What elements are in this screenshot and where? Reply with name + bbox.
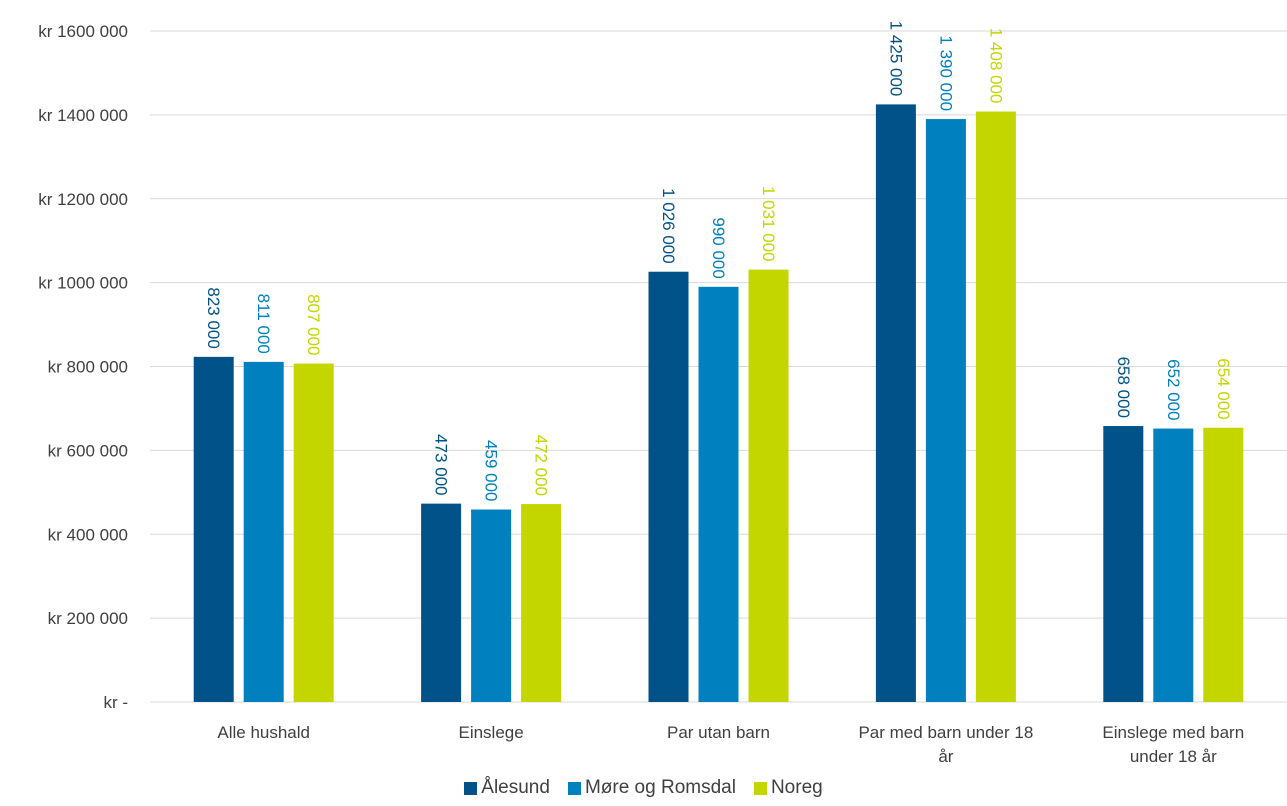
legend-item-alesund: Ålesund bbox=[464, 777, 550, 799]
bar bbox=[243, 361, 284, 702]
bar bbox=[521, 504, 562, 702]
bar bbox=[875, 104, 916, 702]
legend-swatch-noreg bbox=[753, 781, 767, 795]
y-tick-label: kr 1600 000 bbox=[38, 22, 128, 41]
legend-swatch-alesund bbox=[464, 781, 478, 795]
legend-item-more-og-romsdal: Møre og Romsdal bbox=[567, 777, 736, 799]
legend-label-more-og-romsdal: Møre og Romsdal bbox=[584, 777, 736, 798]
data-label: 1 425 000 bbox=[886, 21, 905, 97]
y-tick-label: kr - bbox=[103, 693, 128, 712]
bar bbox=[471, 509, 512, 702]
bar bbox=[748, 269, 789, 702]
bar bbox=[925, 119, 966, 703]
y-tick-label: kr 1400 000 bbox=[38, 106, 128, 125]
y-tick-label: kr 800 000 bbox=[48, 358, 128, 377]
x-tick-label: Par med barn under 18 bbox=[858, 723, 1033, 742]
legend-label-alesund: Ålesund bbox=[481, 777, 550, 798]
data-label: 990 000 bbox=[709, 217, 728, 278]
data-label: 1 026 000 bbox=[659, 188, 678, 264]
data-label: 1 031 000 bbox=[759, 186, 778, 262]
y-tick-label: kr 600 000 bbox=[48, 441, 128, 460]
y-tick-label: kr 400 000 bbox=[48, 525, 128, 544]
chart-legend: Ålesund Møre og Romsdal Noreg bbox=[0, 777, 1287, 799]
bar bbox=[1153, 428, 1194, 702]
x-tick-label: Par utan barn bbox=[667, 723, 770, 742]
x-tick-label: år bbox=[938, 747, 953, 766]
data-label: 823 000 bbox=[204, 287, 223, 348]
bar bbox=[975, 111, 1016, 702]
bar bbox=[648, 271, 689, 702]
x-tick-label: Einslege med barn bbox=[1102, 723, 1244, 742]
data-label: 1 408 000 bbox=[986, 28, 1005, 104]
data-label: 652 000 bbox=[1164, 359, 1183, 420]
legend-item-noreg: Noreg bbox=[753, 777, 823, 799]
legend-swatch-more-og-romsdal bbox=[567, 781, 581, 795]
data-label: 472 000 bbox=[532, 435, 551, 496]
bar bbox=[698, 286, 739, 702]
bar bbox=[293, 363, 334, 702]
data-label: 658 000 bbox=[1114, 357, 1133, 418]
bar-chart: kr - kr 200 000 kr 400 000 kr 600 000 kr 800… bbox=[38, 21, 1287, 766]
legend-label-noreg: Noreg bbox=[770, 777, 823, 798]
bar bbox=[1103, 426, 1144, 702]
y-tick-label: kr 200 000 bbox=[48, 609, 128, 628]
x-tick-label: under 18 år bbox=[1130, 747, 1217, 766]
data-label: 459 000 bbox=[482, 440, 501, 501]
x-tick-label: Alle hushald bbox=[217, 723, 310, 742]
y-tick-label: kr 1000 000 bbox=[38, 274, 128, 293]
bar bbox=[1203, 427, 1244, 702]
x-tick-label: Einslege bbox=[458, 723, 523, 742]
data-label: 811 000 bbox=[254, 294, 273, 354]
bar bbox=[421, 503, 462, 702]
y-tick-label: kr 1200 000 bbox=[38, 190, 128, 209]
data-label: 654 000 bbox=[1214, 358, 1233, 419]
bar bbox=[193, 356, 234, 702]
data-label: 807 000 bbox=[304, 294, 323, 355]
data-label: 1 390 000 bbox=[936, 35, 955, 111]
data-label: 473 000 bbox=[432, 434, 451, 495]
